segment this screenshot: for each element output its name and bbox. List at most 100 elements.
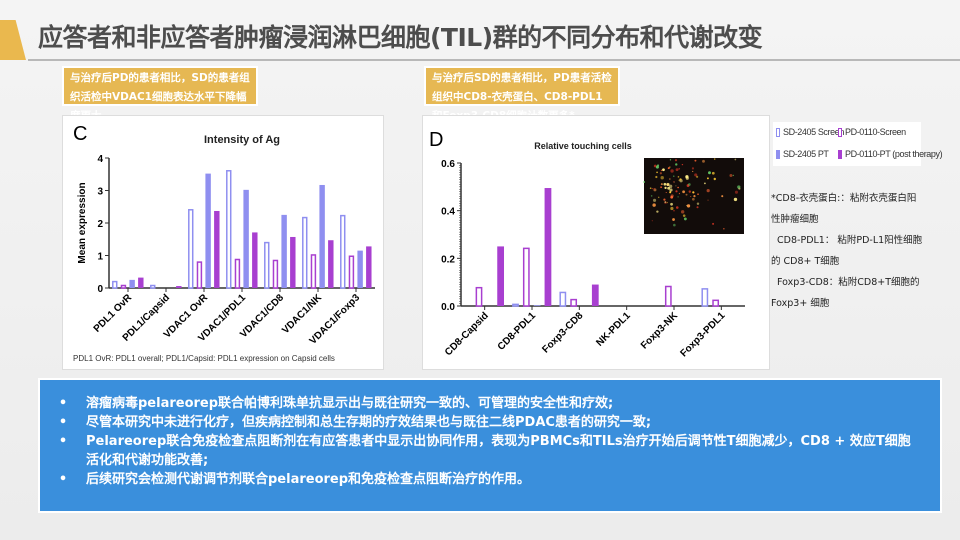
bar	[544, 188, 552, 306]
bullet-item: • Pelareorep联合免疫检查点阻断剂在有应答患者中显示出协同作用，表现为P…	[40, 432, 922, 470]
bar	[138, 277, 144, 288]
bar	[281, 214, 287, 288]
bar	[522, 247, 530, 307]
legend-item: PD-0110-Screen	[838, 127, 906, 137]
legend-item: PD-0110-PT (post therapy)	[838, 149, 943, 159]
title-accent	[0, 20, 26, 60]
bar	[497, 246, 505, 306]
callout-left: 与治疗后PD的患者相比，SD的患者组织活检中VDAC1细胞表达水平下降幅度更大	[62, 66, 258, 122]
bar	[302, 216, 308, 289]
legend-item: SD-2405 Screen	[776, 127, 844, 137]
y-tick-label: 0	[97, 284, 103, 295]
bar	[340, 214, 346, 289]
bar	[129, 279, 135, 288]
bar	[226, 170, 232, 289]
x-tick-label: Foxp3-PDL1	[678, 310, 727, 359]
bar	[243, 189, 249, 288]
bullet-text: 后续研究会检测代谢调节剂联合pelareorep和免疫检查点阻断治疗的作用。	[86, 472, 531, 487]
title-divider	[28, 59, 960, 61]
bar	[252, 232, 258, 288]
chart-c-panel: C Intensity of Ag 0 1 2 3 4 Mean expression PDL1…	[62, 115, 384, 370]
note-line: Foxp3+ 细胞	[771, 298, 830, 309]
chart-legend: SD-2405 Screen PD-0110-Screen SD-2405 PT…	[773, 122, 943, 166]
bar	[475, 286, 483, 307]
chart-d: D Relative touching cells 0.0 0.2 0.4 0.6 CD8-…	[429, 129, 745, 359]
note-line: *CD8-衣壳蛋白:：粘附衣壳蛋白阳	[771, 193, 917, 204]
bullet-text: 尽管本研究中未进行化疗，但疾病控制和总生存期的疗效结果也与既往二线PDAC患者的…	[86, 415, 652, 430]
chart-title: Intensity of Ag	[204, 134, 280, 146]
bullet-item: • 尽管本研究中未进行化疗，但疾病控制和总生存期的疗效结果也与既往二线PDAC患者…	[40, 413, 922, 432]
legend-label: SD-2405 PT	[783, 149, 829, 159]
micrograph-inset-image	[643, 158, 744, 234]
bar	[214, 210, 220, 288]
bullet-icon: •	[58, 472, 68, 487]
y-tick-label: 3	[97, 187, 103, 198]
bar	[234, 258, 241, 289]
bar	[150, 284, 156, 289]
bar	[512, 303, 519, 307]
y-tick-label: 0.4	[441, 207, 455, 218]
bullet-icon: •	[58, 434, 68, 449]
bar	[272, 259, 279, 289]
bar	[591, 284, 599, 306]
bullet-item: • 后续研究会检测代谢调节剂联合pelareorep和免疫检查点阻断治疗的作用。	[40, 470, 922, 489]
x-tick-label: CD8-PDL1	[496, 310, 539, 353]
x-tick-label: Foxp3-CD8	[540, 310, 585, 355]
bullet-text: Pelareorep联合免疫检查点阻断剂在有应答患者中显示出协同作用，表现为PB…	[86, 434, 911, 468]
bar	[290, 236, 296, 288]
panel-label: C	[73, 123, 87, 145]
legend-swatch	[838, 149, 842, 159]
y-tick-label: 4	[97, 154, 103, 165]
note-line: CD8-PDL1： 粘附PD-L1阳性细胞	[771, 235, 923, 246]
legend-swatch	[776, 127, 780, 137]
bullet-icon: •	[58, 415, 68, 430]
bullet-item: • 溶瘤病毒pelareorep联合帕博利珠单抗显示出与既往研究一致的、可管理的安…	[40, 394, 922, 413]
bar	[264, 241, 270, 289]
bar	[188, 209, 194, 289]
y-tick-label: 1	[97, 252, 103, 263]
chart-c: C Intensity of Ag 0 1 2 3 4 Mean expression PDL1…	[73, 123, 375, 363]
bar	[348, 255, 355, 289]
bullet-icon: •	[58, 396, 68, 411]
page-title: 应答者和非应答者肿瘤浸润淋巴细胞(TIL)群的不同分布和代谢改变	[38, 23, 763, 52]
y-tick-label: 0.0	[441, 302, 455, 313]
y-tick-label: 2	[97, 219, 103, 230]
definitions-note: *CD8-衣壳蛋白:：粘附衣壳蛋白阳 性肿瘤细胞 CD8-PDL1： 粘附PD-…	[771, 188, 956, 314]
bar	[533, 305, 541, 306]
bar	[664, 285, 672, 307]
note-line: Foxp3-CD8：粘附CD8+T细胞的	[771, 277, 920, 288]
x-tick-label: Foxp3-NK	[639, 310, 681, 352]
x-tick-label: NK-PDL1	[594, 310, 633, 349]
y-axis-label: Mean expression	[77, 182, 88, 263]
bullet-text: 溶瘤病毒pelareorep联合帕博利珠单抗显示出与既往研究一致的、可管理的安全…	[86, 396, 614, 411]
bar	[357, 250, 363, 288]
legend-item: SD-2405 PT	[776, 149, 829, 159]
bar	[310, 254, 317, 289]
bar	[712, 299, 720, 307]
bar	[205, 173, 211, 288]
note-line: 性肿瘤细胞	[771, 214, 819, 225]
chart-d-panel: D Relative touching cells 0.0 0.2 0.4 0.6 CD8-…	[422, 115, 770, 370]
chart-footnote: PDL1 OvR: PDL1 overall; PDL1/Capsid: PDL…	[73, 354, 335, 363]
x-tick-label: CD8-Capsid	[443, 310, 491, 358]
bar	[176, 286, 182, 288]
panel-label: D	[429, 129, 443, 151]
bar	[366, 246, 372, 288]
bar	[701, 288, 709, 307]
summary-box: • 溶瘤病毒pelareorep联合帕博利珠单抗显示出与既往研究一致的、可管理的安…	[38, 378, 942, 513]
chart-title: Relative touching cells	[534, 141, 632, 151]
bar	[196, 261, 203, 289]
legend-swatch	[838, 127, 842, 137]
legend-label: PD-0110-PT (post therapy)	[845, 149, 943, 159]
legend-swatch	[776, 149, 780, 159]
y-tick-label: 0.2	[441, 254, 455, 265]
note-line: 的 CD8+ T细胞	[771, 256, 840, 267]
bar	[319, 184, 325, 288]
legend-label: PD-0110-Screen	[845, 127, 906, 137]
bar	[570, 298, 578, 307]
bar	[328, 240, 334, 288]
y-tick-label: 0.6	[441, 159, 455, 170]
bar	[120, 284, 127, 289]
bar	[112, 280, 118, 289]
